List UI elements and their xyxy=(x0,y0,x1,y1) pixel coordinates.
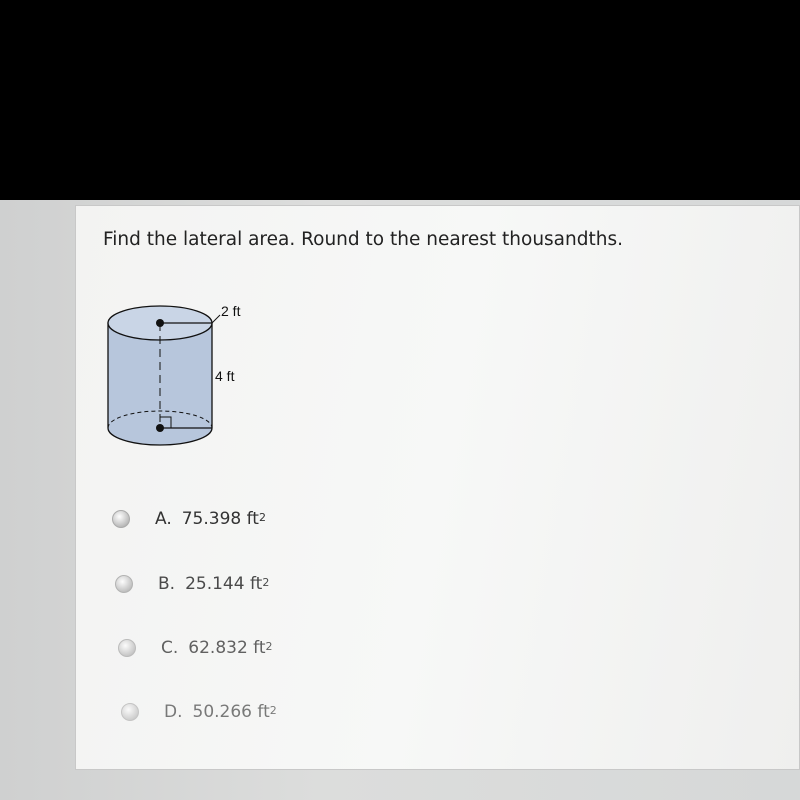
question-card xyxy=(75,205,800,770)
right-angle xyxy=(160,416,172,428)
question-text: Find the lateral area. Round to the near… xyxy=(103,229,623,250)
option-exponent: 2 xyxy=(265,639,273,653)
radio-button[interactable] xyxy=(118,639,136,657)
radio-button[interactable] xyxy=(112,510,130,528)
radius-leader xyxy=(211,314,221,324)
option-value: 25.144 ft xyxy=(185,574,263,594)
answer-option[interactable]: C. 62.832 ft 2 xyxy=(118,635,273,661)
cylinder-body xyxy=(107,322,213,446)
answer-option[interactable]: D. 50.266 ft 2 xyxy=(121,699,277,725)
radius-label: 2 ft xyxy=(221,303,241,319)
option-exponent: 2 xyxy=(269,703,277,717)
bottom-center xyxy=(156,424,164,432)
radio-button[interactable] xyxy=(115,575,133,593)
height-label: 4 ft xyxy=(215,368,235,384)
option-letter: C. xyxy=(161,638,179,658)
option-exponent: 2 xyxy=(258,510,266,524)
option-letter: B. xyxy=(158,574,176,594)
option-exponent: 2 xyxy=(262,575,270,589)
answer-option[interactable]: A. 75.398 ft 2 xyxy=(112,506,266,532)
option-letter: D. xyxy=(164,702,183,722)
hidden-edge xyxy=(107,410,213,429)
option-value: 62.832 ft xyxy=(188,638,266,658)
option-letter: A. xyxy=(155,509,172,529)
option-value: 75.398 ft xyxy=(181,509,259,529)
cylinder-figure: 2 ft 4 ft xyxy=(107,303,241,446)
radio-button[interactable] xyxy=(121,703,139,721)
answer-option[interactable]: B. 25.144 ft 2 xyxy=(115,571,269,597)
option-value: 50.266 ft xyxy=(192,702,270,722)
top-center xyxy=(156,319,164,327)
